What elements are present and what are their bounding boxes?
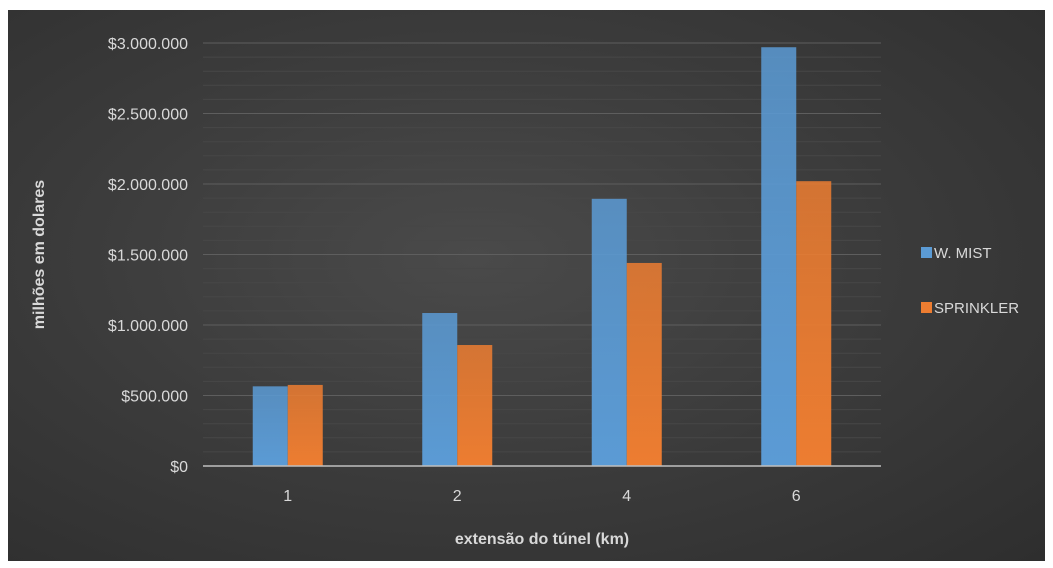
x-tick-label: 6 — [792, 488, 801, 505]
y-tick-label: $2.500.000 — [108, 107, 188, 124]
bar-w-mist-4 — [591, 198, 627, 466]
legend-swatch — [921, 302, 932, 313]
bar-sprinkler-6 — [796, 181, 832, 466]
bar-w-mist-6 — [761, 47, 797, 466]
x-tick-label: 4 — [622, 488, 631, 505]
chart-area: $0 $500.000 $1.000.000 $1.500.000 $2.000.000… — [8, 10, 1045, 561]
legend-label: W. MIST — [934, 245, 992, 262]
bar-sprinkler-1 — [287, 384, 323, 466]
legend-swatch — [921, 247, 932, 258]
legend: W. MIST SPRINKLER — [921, 245, 1019, 317]
bar-w-mist-1 — [252, 386, 288, 466]
y-tick-label: $0 — [170, 459, 188, 476]
bar-chart: $0 $500.000 $1.000.000 $1.500.000 $2.000.000… — [31, 36, 1019, 548]
x-tick-label: 2 — [453, 488, 462, 505]
y-tick-labels: $0 $500.000 $1.000.000 $1.500.000 $2.000.000… — [108, 36, 188, 476]
y-axis-title: milhões em dolares — [31, 180, 48, 329]
bars — [252, 47, 832, 466]
bar-sprinkler-4 — [626, 262, 662, 466]
x-tick-label: 1 — [283, 488, 292, 505]
x-axis-title: extensão do túnel (km) — [455, 531, 629, 548]
y-tick-label: $2.000.000 — [108, 177, 188, 194]
bar-sprinkler-2 — [457, 345, 493, 466]
x-tick-labels: 1 2 4 6 — [283, 488, 801, 505]
y-tick-label: $1.500.000 — [108, 248, 188, 265]
legend-label: SPRINKLER — [934, 300, 1019, 317]
y-tick-label: $500.000 — [121, 389, 188, 406]
bar-w-mist-2 — [422, 313, 458, 466]
y-tick-label: $1.000.000 — [108, 318, 188, 335]
y-tick-label: $3.000.000 — [108, 36, 188, 53]
